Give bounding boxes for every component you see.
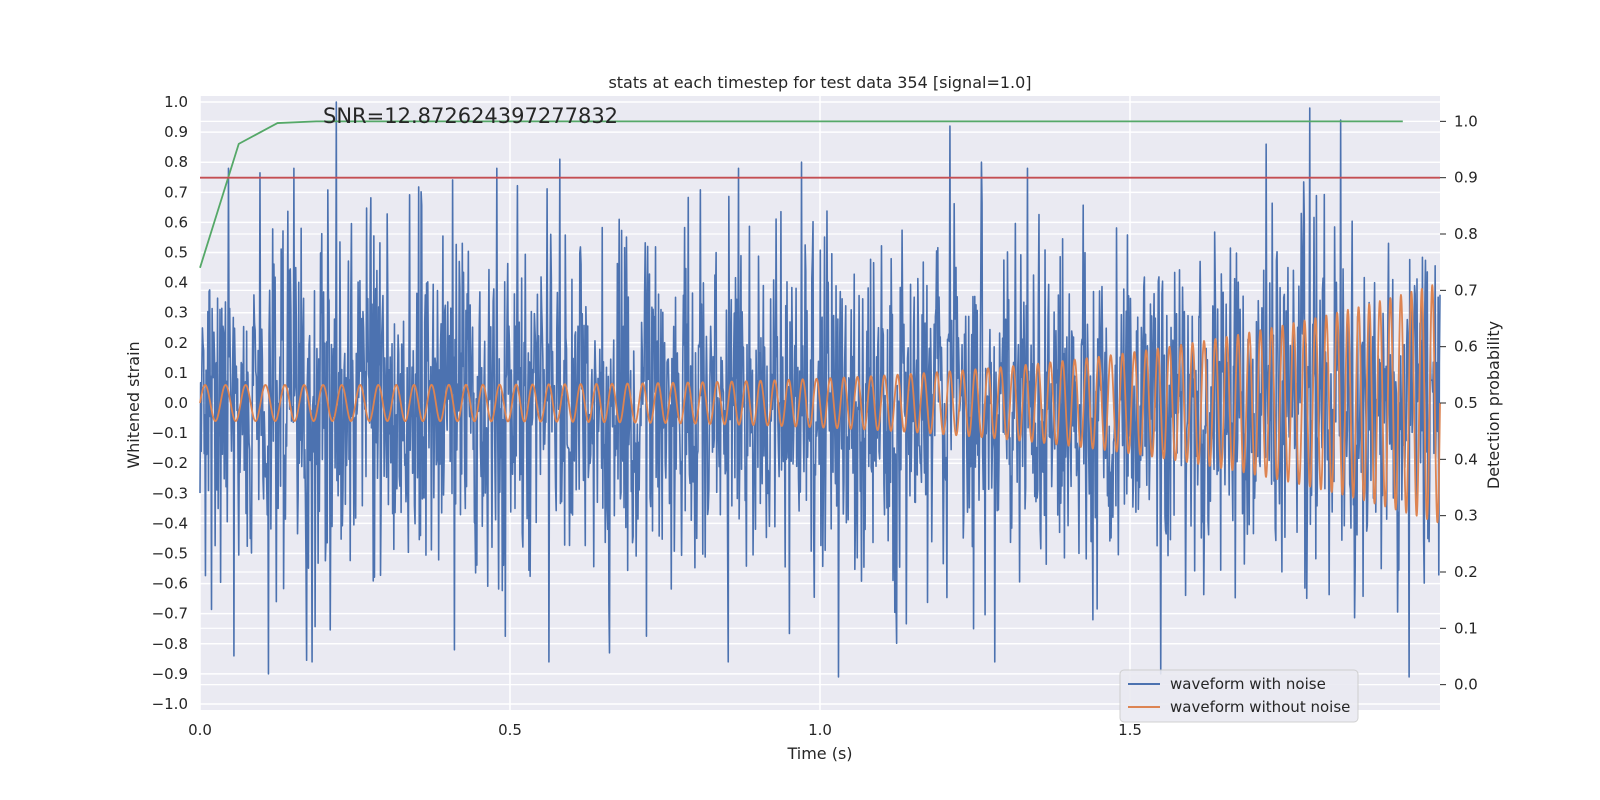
legend-box <box>1119 669 1359 723</box>
x-tick-label: 1.0 <box>808 721 832 739</box>
snr-annotation: SNR=12.872624397277832 <box>323 104 618 128</box>
legend: waveform with noise waveform without noi… <box>1119 669 1359 723</box>
y-tick-label: −0.2 <box>152 454 188 472</box>
y-tick-label: −0.8 <box>152 635 188 653</box>
y-tick-label: 0.5 <box>164 244 188 262</box>
y-axis-label: Whitened strain <box>124 341 143 468</box>
y2-tick-label: 0.7 <box>1454 281 1478 299</box>
y2-tick-label: 1.0 <box>1454 112 1478 130</box>
chart-title: stats at each timestep for test data 354… <box>608 73 1031 92</box>
y-tick-label: 0.2 <box>164 334 188 352</box>
y2-tick-label: 0.9 <box>1454 169 1478 187</box>
series-line-waveform-with-noise <box>199 101 1441 678</box>
y-tick-label: −0.5 <box>152 544 188 562</box>
legend-label-clean: waveform without noise <box>1170 698 1350 716</box>
y2-tick-label: 0.5 <box>1454 394 1478 412</box>
y2-tick-label: 0.8 <box>1454 225 1478 243</box>
y-tick-label: 0.1 <box>164 364 188 382</box>
y2-tick-label: 0.0 <box>1454 676 1478 694</box>
x-axis-label: Time (s) <box>786 744 852 763</box>
y-tick-label: −0.3 <box>152 484 188 502</box>
y-tick-label: 0.6 <box>164 213 188 231</box>
axes-labels: 0.0 0.5 1.0 1.5 1.0 0.9 0.8 0.7 0.6 0.5 0.4 0.3 0.2 0… <box>152 93 1478 739</box>
legend-label-noise: waveform with noise <box>1170 675 1326 693</box>
x-tick-label: 0.5 <box>498 721 522 739</box>
plot-area <box>199 101 1441 678</box>
y2-tick-label: 0.2 <box>1454 563 1478 581</box>
y-tick-label: −0.1 <box>152 424 188 442</box>
y-tick-label: −0.7 <box>152 605 188 623</box>
series-line-waveform-without-noise <box>199 284 1441 524</box>
y-tick-label: −0.6 <box>152 575 188 593</box>
y2-axis-label: Detection probability <box>1484 321 1503 489</box>
y-tick-label: −0.9 <box>152 665 188 683</box>
y-tick-label: −0.4 <box>152 514 188 532</box>
y-tick-label: 0.3 <box>164 304 188 322</box>
y2-tick-label: 0.1 <box>1454 619 1478 637</box>
y-tick-label: 0.0 <box>164 394 188 412</box>
y2-tick-label: 0.6 <box>1454 338 1478 356</box>
y-tick-label: −1.0 <box>152 695 188 713</box>
series-line-detection-probability <box>199 120 1403 269</box>
y-tick-label: 1.0 <box>164 93 188 111</box>
y-tick-label: 0.7 <box>164 183 188 201</box>
y-tick-label: 0.8 <box>164 153 188 171</box>
x-tick-label: 0.0 <box>188 721 212 739</box>
y-tick-label: 0.4 <box>164 274 188 292</box>
y-tick-label: 0.9 <box>164 123 188 141</box>
x-tick-label: 1.5 <box>1118 721 1142 739</box>
y2-tick-label: 0.4 <box>1454 450 1478 468</box>
y2-tick-label: 0.3 <box>1454 507 1478 525</box>
